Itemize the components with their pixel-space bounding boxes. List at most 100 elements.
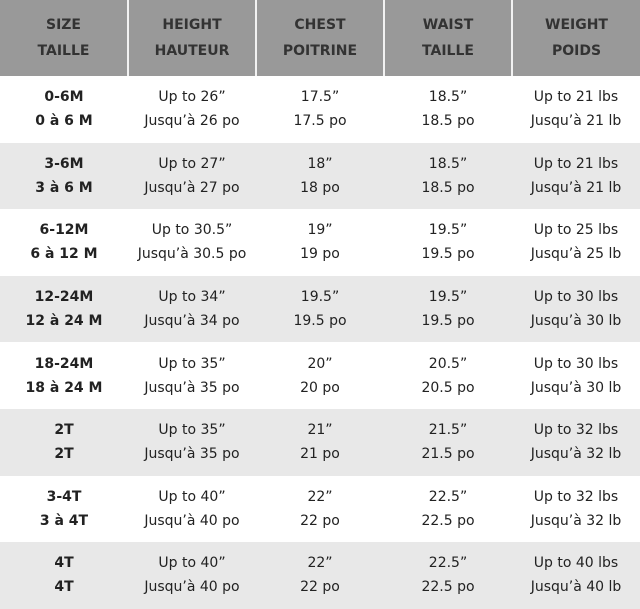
header-waist: WAIST TAILLE [383, 0, 512, 76]
cell-chest-en: 19” [307, 222, 333, 239]
cell-waist: 22.5” 22.5 po [384, 476, 512, 543]
cell-waist-en: 22.5” [428, 555, 468, 572]
cell-weight: Up to 21 lbs Jusqu’à 21 lb [512, 142, 640, 210]
header-chest: CHEST POITRINE [255, 0, 384, 76]
cell-waist-fr: 22.5 po [421, 579, 475, 596]
cell-waist-en: 18.5” [428, 89, 468, 106]
cell-size: 4T 4T [0, 542, 128, 609]
cell-size: 12-24M 12 à 24 M [0, 275, 128, 343]
cell-chest: 18” 18 po [256, 142, 384, 210]
cell-height: Up to 35” Jusqu’à 35 po [128, 342, 256, 409]
cell-waist-en: 22.5” [428, 488, 468, 505]
cell-size-en: 18-24M [34, 355, 94, 372]
cell-size-en: 4T [54, 555, 74, 572]
cell-waist: 22.5” 22.5 po [384, 542, 512, 609]
cell-waist-en: 19.5” [428, 289, 468, 306]
cell-chest-fr: 21 po [300, 446, 340, 463]
cell-waist-fr: 20.5 po [421, 379, 475, 396]
cell-height-en: Up to 34” [158, 289, 226, 306]
header-weight-fr: POIDS [551, 43, 602, 59]
cell-chest: 19.5” 19.5 po [256, 275, 384, 343]
header-waist-fr: TAILLE [422, 43, 474, 59]
cell-weight-en: Up to 32 lbs [533, 422, 619, 439]
cell-chest: 20” 20 po [256, 342, 384, 409]
header-height-fr: HAUTEUR [154, 43, 230, 59]
cell-chest-fr: 18 po [300, 179, 340, 196]
cell-size: 18-24M 18 à 24 M [0, 342, 128, 409]
cell-height-fr: Jusqu’à 40 po [144, 512, 240, 529]
cell-chest-fr: 19.5 po [293, 313, 347, 330]
cell-height: Up to 40” Jusqu’à 40 po [128, 476, 256, 543]
table-row: 18-24M 18 à 24 M Up to 35” Jusqu’à 35 po 20”… [0, 342, 640, 409]
cell-height: Up to 34” Jusqu’à 34 po [128, 275, 256, 343]
cell-chest-en: 20” [307, 355, 333, 372]
cell-weight-en: Up to 40 lbs [533, 555, 619, 572]
table-row: 2T 2T Up to 35” Jusqu’à 35 po 21” 21 po 21.5” 2… [0, 408, 640, 476]
cell-height-fr: Jusqu’à 35 po [144, 446, 240, 463]
cell-waist: 21.5” 21.5 po [384, 408, 512, 476]
cell-size-en: 6-12M [39, 222, 89, 239]
cell-weight-fr: Jusqu’à 32 lb [530, 446, 622, 463]
cell-height-en: Up to 27” [158, 155, 226, 172]
cell-size-fr: 12 à 24 M [25, 313, 103, 330]
cell-height-fr: Jusqu’à 35 po [144, 379, 240, 396]
table-row: 3-4T 3 à 4T Up to 40” Jusqu’à 40 po 22” 22 po… [0, 476, 640, 543]
cell-size-en: 12-24M [34, 289, 94, 306]
cell-chest: 19” 19 po [256, 209, 384, 276]
cell-weight-fr: Jusqu’à 30 lb [530, 379, 622, 396]
cell-weight-en: Up to 21 lbs [533, 89, 619, 106]
cell-size: 0-6M 0 à 6 M [0, 76, 128, 143]
cell-height-en: Up to 35” [158, 422, 226, 439]
cell-weight: Up to 30 lbs Jusqu’à 30 lb [512, 342, 640, 409]
table-row: 0-6M 0 à 6 M Up to 26” Jusqu’à 26 po 17.5” 17… [0, 76, 640, 143]
cell-weight-fr: Jusqu’à 30 lb [530, 313, 622, 330]
cell-height-en: Up to 26” [158, 89, 226, 106]
cell-weight-en: Up to 30 lbs [533, 355, 619, 372]
cell-weight-fr: Jusqu’à 25 lb [530, 246, 622, 263]
cell-height: Up to 30.5” Jusqu’à 30.5 po [128, 209, 256, 276]
cell-size-fr: 4T [54, 579, 74, 596]
cell-chest-fr: 20 po [300, 379, 340, 396]
cell-chest-en: 21” [307, 422, 333, 439]
cell-chest-en: 18” [307, 155, 333, 172]
cell-height: Up to 26” Jusqu’à 26 po [128, 76, 256, 143]
cell-size-en: 3-4T [46, 488, 82, 505]
cell-chest-fr: 19 po [300, 246, 340, 263]
header-waist-en: WAIST [422, 17, 474, 33]
cell-height: Up to 35” Jusqu’à 35 po [128, 408, 256, 476]
cell-height: Up to 40” Jusqu’à 40 po [128, 542, 256, 609]
cell-size-fr: 3 à 6 M [35, 179, 93, 196]
cell-height-en: Up to 35” [158, 355, 226, 372]
cell-waist: 18.5” 18.5 po [384, 76, 512, 143]
cell-waist: 19.5” 19.5 po [384, 209, 512, 276]
header-weight-en: WEIGHT [545, 17, 608, 33]
cell-weight: Up to 25 lbs Jusqu’à 25 lb [512, 209, 640, 276]
cell-size: 3-4T 3 à 4T [0, 476, 128, 543]
cell-weight: Up to 30 lbs Jusqu’à 30 lb [512, 275, 640, 343]
cell-size-fr: 2T [54, 446, 74, 463]
cell-size-en: 0-6M [44, 89, 84, 106]
cell-waist-fr: 18.5 po [421, 113, 475, 130]
cell-chest-en: 17.5” [300, 89, 340, 106]
table-row: 4T 4T Up to 40” Jusqu’à 40 po 22” 22 po 22.5” 2… [0, 542, 640, 609]
cell-weight-en: Up to 25 lbs [533, 222, 619, 239]
cell-waist-fr: 18.5 po [421, 179, 475, 196]
cell-height: Up to 27” Jusqu’à 27 po [128, 142, 256, 210]
cell-waist-en: 21.5” [428, 422, 468, 439]
cell-weight-en: Up to 30 lbs [533, 289, 619, 306]
header-height-en: HEIGHT [162, 17, 222, 33]
cell-chest: 22” 22 po [256, 476, 384, 543]
cell-size-fr: 6 à 12 M [30, 246, 98, 263]
cell-weight: Up to 32 lbs Jusqu’à 32 lb [512, 476, 640, 543]
header-height: HEIGHT HAUTEUR [127, 0, 256, 76]
cell-height-fr: Jusqu’à 26 po [144, 113, 240, 130]
cell-waist-en: 19.5” [428, 222, 468, 239]
cell-chest-en: 22” [307, 488, 333, 505]
cell-height-fr: Jusqu’à 40 po [144, 579, 240, 596]
cell-weight: Up to 21 lbs Jusqu’à 21 lb [512, 76, 640, 143]
cell-weight-fr: Jusqu’à 40 lb [530, 579, 622, 596]
cell-chest-fr: 17.5 po [293, 113, 347, 130]
cell-size-fr: 3 à 4T [39, 512, 89, 529]
cell-waist-en: 18.5” [428, 155, 468, 172]
